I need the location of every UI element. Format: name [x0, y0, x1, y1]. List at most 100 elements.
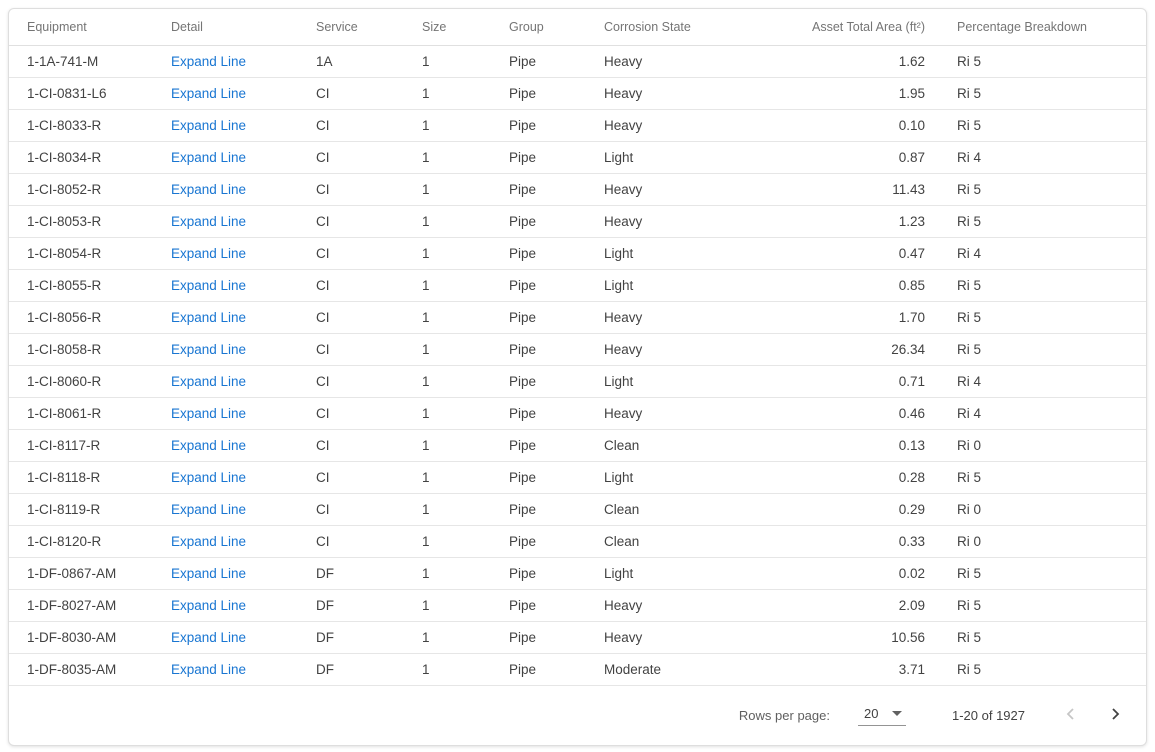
service-cell: CI	[298, 109, 404, 142]
equipment-cell: 1-CI-8056-R	[9, 301, 153, 334]
group-cell: Pipe	[491, 557, 586, 590]
size-cell: 1	[404, 141, 491, 174]
corrosion-state-cell: Heavy	[586, 77, 771, 110]
expand-line-link[interactable]: Expand Line	[171, 629, 247, 645]
asset-total-area-cell: 1.23	[771, 205, 925, 238]
expand-line-link[interactable]: Expand Line	[171, 469, 247, 485]
equipment-cell: 1-CI-8053-R	[9, 205, 153, 238]
column-header-asset-total-area: Asset Total Area (ft²)	[771, 9, 925, 46]
expand-line-link[interactable]: Expand Line	[171, 245, 247, 261]
size-cell: 1	[404, 397, 491, 430]
expand-line-link[interactable]: Expand Line	[171, 181, 247, 197]
group-cell: Pipe	[491, 45, 586, 78]
equipment-cell: 1-CI-8033-R	[9, 109, 153, 142]
detail-cell: Expand Line	[153, 45, 298, 78]
size-cell: 1	[404, 461, 491, 494]
group-cell: Pipe	[491, 493, 586, 526]
expand-line-link[interactable]: Expand Line	[171, 501, 247, 517]
table-row: 1-DF-8035-AM Expand Line DF 1 Pipe Moder…	[9, 653, 1146, 686]
table-row: 1-CI-8061-R Expand Line CI 1 Pipe Heavy …	[9, 397, 1146, 430]
table-row: 1-CI-8117-R Expand Line CI 1 Pipe Clean …	[9, 429, 1146, 462]
expand-line-link[interactable]: Expand Line	[171, 117, 247, 133]
group-cell: Pipe	[491, 205, 586, 238]
expand-line-link[interactable]: Expand Line	[171, 405, 247, 421]
size-cell: 1	[404, 45, 491, 78]
percentage-breakdown-cell: Ri 5	[925, 45, 1146, 78]
pagination-range-label: 1-20 of 1927	[951, 707, 1025, 723]
percentage-breakdown-cell: Ri 5	[925, 301, 1146, 334]
equipment-cell: 1-CI-8052-R	[9, 173, 153, 206]
corrosion-state-cell: Heavy	[586, 589, 771, 622]
percentage-breakdown-cell: Ri 4	[925, 141, 1146, 174]
table-row: 1-CI-8034-R Expand Line CI 1 Pipe Light …	[9, 141, 1146, 174]
percentage-breakdown-cell: Ri 5	[925, 269, 1146, 302]
group-cell: Pipe	[491, 429, 586, 462]
table-row: 1-DF-0867-AM Expand Line DF 1 Pipe Light…	[9, 557, 1146, 590]
table-row: 1-DF-8030-AM Expand Line DF 1 Pipe Heavy…	[9, 621, 1146, 654]
expand-line-link[interactable]: Expand Line	[171, 309, 247, 325]
group-cell: Pipe	[491, 461, 586, 494]
expand-line-link[interactable]: Expand Line	[171, 533, 247, 549]
percentage-breakdown-cell: Ri 5	[925, 589, 1146, 622]
size-cell: 1	[404, 301, 491, 334]
service-cell: CI	[298, 301, 404, 334]
detail-cell: Expand Line	[153, 301, 298, 334]
percentage-breakdown-cell: Ri 0	[925, 429, 1146, 462]
group-cell: Pipe	[491, 525, 586, 558]
expand-line-link[interactable]: Expand Line	[171, 53, 247, 69]
corrosion-state-cell: Light	[586, 141, 771, 174]
size-cell: 1	[404, 205, 491, 238]
expand-line-link[interactable]: Expand Line	[171, 277, 247, 293]
equipment-cell: 1-1A-741-M	[9, 45, 153, 78]
table-row: 1-CI-8054-R Expand Line CI 1 Pipe Light …	[9, 237, 1146, 270]
expand-line-link[interactable]: Expand Line	[171, 149, 247, 165]
expand-line-link[interactable]: Expand Line	[171, 373, 247, 389]
expand-line-link[interactable]: Expand Line	[171, 437, 247, 453]
corrosion-state-cell: Clean	[586, 525, 771, 558]
size-cell: 1	[404, 269, 491, 302]
column-header-detail: Detail	[153, 9, 298, 46]
corrosion-state-cell: Heavy	[586, 45, 771, 78]
expand-line-link[interactable]: Expand Line	[171, 85, 247, 101]
service-cell: DF	[298, 621, 404, 654]
group-cell: Pipe	[491, 301, 586, 334]
table-row: 1-CI-8052-R Expand Line CI 1 Pipe Heavy …	[9, 173, 1146, 206]
service-cell: CI	[298, 77, 404, 110]
corrosion-state-cell: Light	[586, 269, 771, 302]
service-cell: CI	[298, 269, 404, 302]
expand-line-link[interactable]: Expand Line	[171, 565, 247, 581]
corrosion-state-cell: Heavy	[586, 109, 771, 142]
asset-total-area-cell: 10.56	[771, 621, 925, 654]
expand-line-link[interactable]: Expand Line	[171, 661, 247, 677]
asset-total-area-cell: 0.87	[771, 141, 925, 174]
asset-total-area-cell: 3.71	[771, 653, 925, 686]
table-row: 1-CI-8120-R Expand Line CI 1 Pipe Clean …	[9, 525, 1146, 558]
table-row: 1-CI-8053-R Expand Line CI 1 Pipe Heavy …	[9, 205, 1146, 238]
service-cell: CI	[298, 525, 404, 558]
rows-per-page-label: Rows per page:	[738, 707, 830, 723]
service-cell: CI	[298, 237, 404, 270]
asset-total-area-cell: 26.34	[771, 333, 925, 366]
previous-page-button[interactable]	[1059, 703, 1083, 727]
expand-line-link[interactable]: Expand Line	[171, 597, 247, 613]
expand-line-link[interactable]: Expand Line	[171, 341, 247, 357]
column-header-corrosion-state: Corrosion State	[586, 9, 771, 46]
equipment-cell: 1-CI-8118-R	[9, 461, 153, 494]
rows-per-page-select[interactable]: 20	[857, 704, 906, 726]
size-cell: 1	[404, 237, 491, 270]
chevron-right-icon	[1107, 706, 1123, 725]
column-header-percentage-breakdown: Percentage Breakdown	[925, 9, 1146, 46]
group-cell: Pipe	[491, 621, 586, 654]
group-cell: Pipe	[491, 589, 586, 622]
service-cell: CI	[298, 429, 404, 462]
equipment-cell: 1-CI-8061-R	[9, 397, 153, 430]
equipment-table: Equipment Detail Service Size Group Corr…	[9, 9, 1146, 686]
percentage-breakdown-cell: Ri 0	[925, 493, 1146, 526]
group-cell: Pipe	[491, 269, 586, 302]
expand-line-link[interactable]: Expand Line	[171, 213, 247, 229]
equipment-cell: 1-DF-8030-AM	[9, 621, 153, 654]
detail-cell: Expand Line	[153, 429, 298, 462]
next-page-button[interactable]	[1103, 703, 1127, 727]
service-cell: CI	[298, 173, 404, 206]
table-body: 1-1A-741-M Expand Line 1A 1 Pipe Heavy 1…	[9, 45, 1146, 686]
